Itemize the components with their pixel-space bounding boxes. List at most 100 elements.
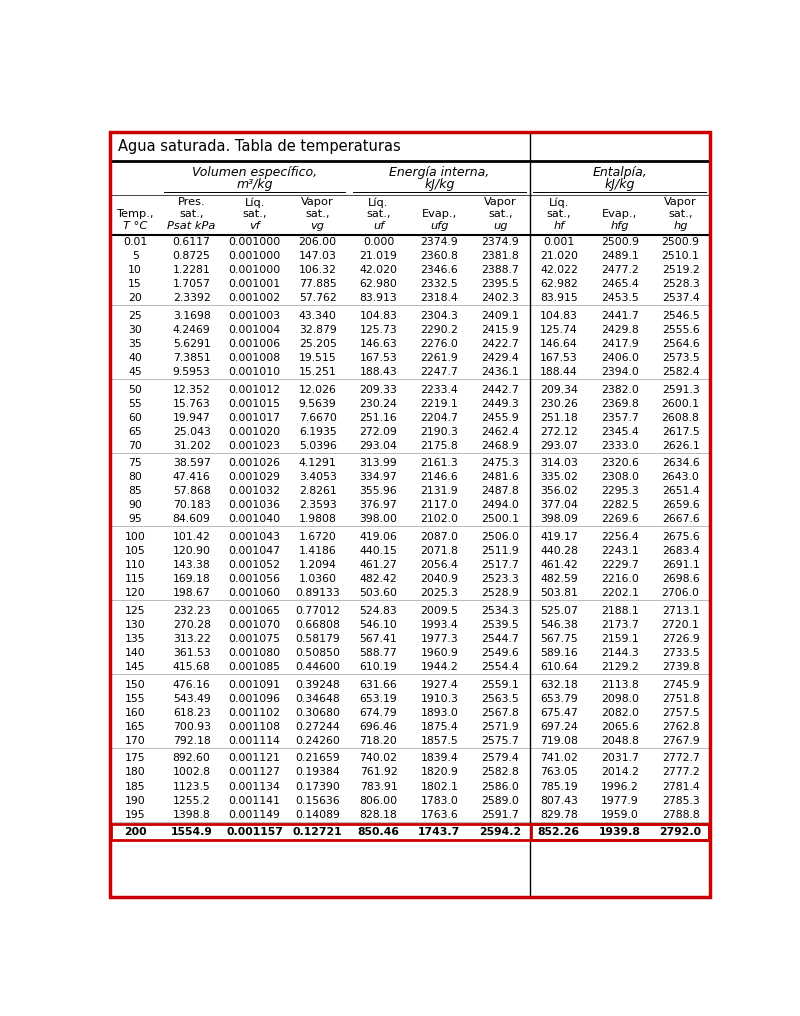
Text: 15.763: 15.763 [173,398,210,408]
Text: 2591.7: 2591.7 [482,810,519,820]
Text: 190: 190 [125,796,146,806]
Text: 2429.8: 2429.8 [601,325,638,335]
Text: Evap.,: Evap., [602,209,638,219]
Text: 2261.9: 2261.9 [421,353,458,363]
Text: 785.19: 785.19 [540,781,578,791]
Text: vg: vg [310,221,325,232]
Bar [110,752,710,765]
Text: 0.58179: 0.58179 [295,634,340,644]
Text: 2381.8: 2381.8 [482,251,519,261]
Text: Líq.: Líq. [368,197,389,207]
Bar [110,456,710,470]
Text: 251.18: 251.18 [540,412,578,423]
Text: 2626.1: 2626.1 [662,441,699,451]
Text: 0.001047: 0.001047 [229,547,281,556]
Bar [110,337,710,351]
Text: 47.416: 47.416 [173,472,210,483]
Text: 188.44: 188.44 [540,367,578,377]
Text: 2219.1: 2219.1 [421,398,458,408]
Text: 2333.0: 2333.0 [601,441,638,451]
Text: 2071.8: 2071.8 [421,547,458,556]
Text: 2082.0: 2082.0 [601,708,638,717]
Text: 2528.3: 2528.3 [662,279,699,290]
Text: 57.762: 57.762 [298,294,337,303]
Text: 1398.8: 1398.8 [173,810,210,820]
Text: 740.02: 740.02 [359,754,398,763]
Text: 1743.7: 1743.7 [418,827,461,837]
Bar [110,719,710,734]
Text: 1996.2: 1996.2 [601,781,638,791]
Text: 2357.7: 2357.7 [601,412,638,423]
Text: 230.26: 230.26 [540,398,578,408]
Text: 2233.4: 2233.4 [421,385,458,394]
Text: sat.,: sat., [179,209,204,219]
Text: 2594.2: 2594.2 [479,827,522,837]
Text: 293.04: 293.04 [359,441,398,451]
Text: 0.001032: 0.001032 [229,487,281,497]
Text: 35: 35 [128,339,142,348]
Text: 0.001149: 0.001149 [229,810,281,820]
Text: 7.3851: 7.3851 [173,353,210,363]
Text: 150: 150 [125,680,146,690]
Text: 104.83: 104.83 [540,311,578,321]
Text: 100: 100 [125,532,146,543]
Text: 2048.8: 2048.8 [601,736,638,746]
Text: Psat kPa: Psat kPa [167,221,216,232]
Text: 0.001080: 0.001080 [229,648,281,658]
Text: 1.6720: 1.6720 [298,532,337,543]
Text: 2332.5: 2332.5 [421,279,458,290]
Bar [110,499,710,512]
Text: 198.67: 198.67 [173,588,210,598]
Text: 2500.9: 2500.9 [662,237,699,247]
Text: 2436.1: 2436.1 [482,367,519,377]
Text: 185: 185 [125,781,146,791]
Text: 546.10: 546.10 [359,620,398,630]
Text: 167.53: 167.53 [540,353,578,363]
Text: 828.18: 828.18 [360,810,398,820]
Text: 2308.0: 2308.0 [601,472,638,483]
Text: 1763.6: 1763.6 [421,810,458,820]
Text: 2269.6: 2269.6 [601,514,638,524]
Text: 2388.7: 2388.7 [482,265,519,275]
Text: 2462.4: 2462.4 [482,427,519,437]
Text: 272.12: 272.12 [540,427,578,437]
Bar [110,162,710,195]
Text: 376.97: 376.97 [360,501,398,510]
Text: 65: 65 [128,427,142,437]
Text: 2098.0: 2098.0 [601,694,638,704]
Text: 2449.3: 2449.3 [482,398,519,408]
Text: 610.19: 610.19 [359,662,398,672]
Text: 2453.5: 2453.5 [601,294,638,303]
Text: 2573.5: 2573.5 [662,353,699,363]
Bar [111,824,709,840]
Text: 2146.6: 2146.6 [421,472,458,483]
Text: 251.16: 251.16 [360,412,398,423]
Text: 0.001004: 0.001004 [229,325,281,335]
Text: 0.8725: 0.8725 [173,251,210,261]
Text: 2683.4: 2683.4 [662,547,699,556]
Text: 398.09: 398.09 [540,514,578,524]
Text: 0.27244: 0.27244 [295,721,340,732]
Text: 145: 145 [125,662,146,672]
Text: 313.22: 313.22 [173,634,210,644]
Text: 2065.6: 2065.6 [601,721,638,732]
Text: 272.09: 272.09 [359,427,398,437]
Text: 2757.5: 2757.5 [662,708,699,717]
Text: 1839.4: 1839.4 [421,754,458,763]
Text: 2009.5: 2009.5 [420,606,458,616]
Text: 43.340: 43.340 [298,311,337,321]
Text: 503.60: 503.60 [359,588,398,598]
Text: 20: 20 [128,294,142,303]
Text: 101.42: 101.42 [173,532,210,543]
Text: 12.352: 12.352 [173,385,210,394]
Text: 1802.1: 1802.1 [421,781,458,791]
Text: 0.24260: 0.24260 [295,736,340,746]
Text: 1939.8: 1939.8 [598,827,641,837]
Text: 2161.3: 2161.3 [421,458,458,468]
Text: 0.66808: 0.66808 [295,620,340,630]
Text: 1927.4: 1927.4 [421,680,458,690]
Bar [110,132,710,162]
Text: 850.46: 850.46 [358,827,399,837]
Text: 143.38: 143.38 [173,560,210,570]
Text: 1002.8: 1002.8 [173,767,210,777]
